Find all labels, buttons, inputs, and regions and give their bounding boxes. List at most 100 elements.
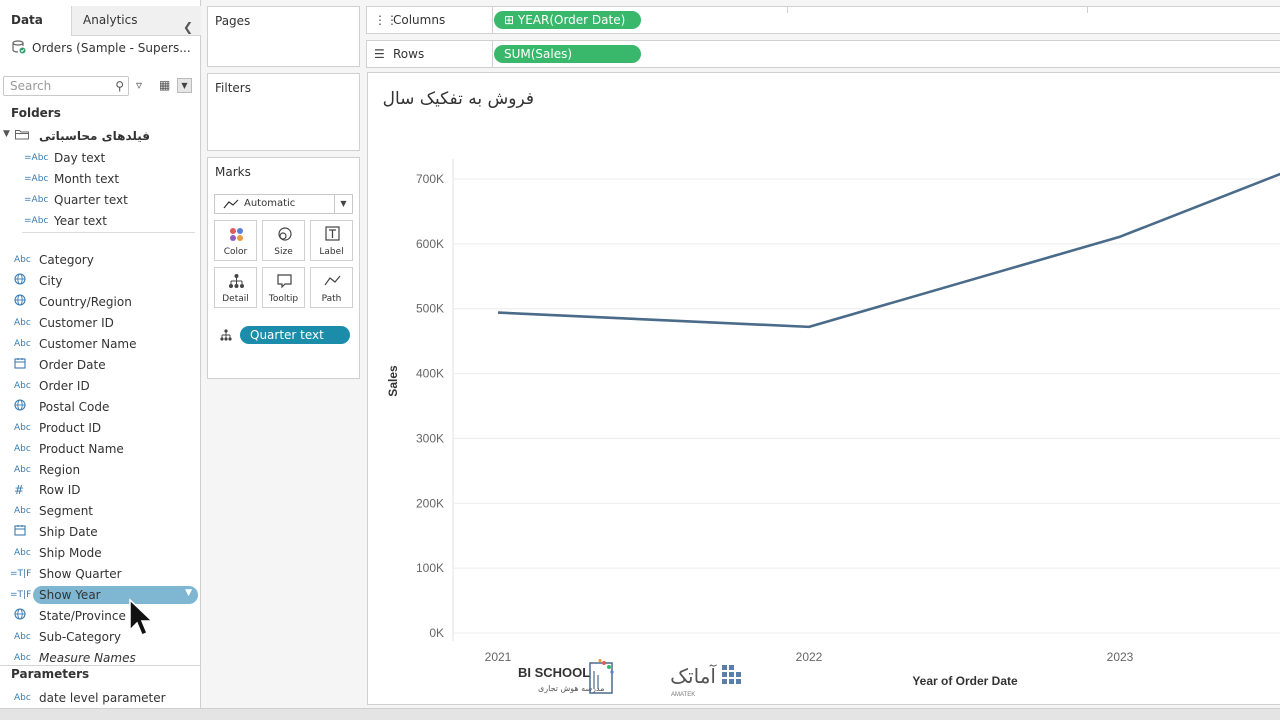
amatek-subtitle: AMATEK <box>671 692 695 698</box>
columns-shelf[interactable]: ⋮⋮ Columns ⊞ YEAR(Order Date) <box>366 6 1280 34</box>
field-order-id[interactable]: Abc Order ID <box>0 376 200 396</box>
size-icon <box>278 227 292 241</box>
columns-label: Columns <box>393 13 446 27</box>
field-label: Month text <box>54 172 120 186</box>
path-button[interactable]: Path <box>310 267 353 308</box>
field-label: Ship Date <box>39 525 98 540</box>
x-tick-label: 2021 <box>485 650 512 664</box>
field-label: City <box>39 273 63 288</box>
pane-tabs: Data Analytics ❮ <box>0 6 201 36</box>
field-label: Quarter text <box>54 193 128 207</box>
calc-string-type-icon: =Abc <box>24 195 49 205</box>
field-country-region[interactable]: Country/Region <box>0 292 200 312</box>
detail-button[interactable]: Detail <box>214 267 257 308</box>
datasource-item[interactable]: Orders (Sample - Supers... <box>12 40 191 55</box>
collapse-pane-icon[interactable]: ❮ <box>182 20 193 34</box>
field-label: Day text <box>54 151 106 165</box>
field-customer-name[interactable]: Abc Customer Name <box>0 334 200 354</box>
field-order-date[interactable]: Order Date <box>0 355 200 375</box>
calendar-icon <box>14 355 34 375</box>
list-view-icon[interactable]: ▦ <box>159 78 171 92</box>
parameters-heading: Parameters <box>11 667 90 681</box>
sheet-tabs-bar <box>0 708 1280 720</box>
field-category[interactable]: Abc Category <box>0 250 200 270</box>
field-label: Customer Name <box>39 336 137 351</box>
field-show-quarter[interactable]: =T|F Show Quarter <box>0 564 200 584</box>
y-tick-label: 200K <box>416 496 444 510</box>
size-button[interactable]: Size <box>262 220 305 261</box>
field-sub-category[interactable]: Abc Sub-Category <box>0 627 200 647</box>
field-label: Category <box>39 253 94 267</box>
datasource-name: Orders (Sample - Supers... <box>32 41 191 55</box>
x-tick-label: 2023 <box>1107 650 1134 664</box>
y-tick-label: 700K <box>416 172 444 186</box>
boolean-type-icon: =T|F <box>10 590 32 601</box>
field-month-text[interactable]: =Abc Month text <box>0 169 200 189</box>
folder-icon <box>15 130 29 140</box>
rows-shelf[interactable]: ☰ Rows SUM(Sales) <box>366 40 1280 68</box>
filters-card[interactable]: Filters <box>207 73 360 151</box>
chevron-down-icon[interactable]: ▼ <box>3 129 10 139</box>
year-order-date-pill[interactable]: ⊞ YEAR(Order Date) <box>494 11 641 29</box>
search-placeholder: Search <box>10 79 52 93</box>
quarter-text-pill[interactable]: Quarter text <box>240 326 350 344</box>
field-customer-id[interactable]: Abc Customer ID <box>0 313 200 333</box>
mark-type-select[interactable]: Automatic ▼ <box>214 194 353 214</box>
field-show-year[interactable]: =T|F Show Year <box>0 585 200 605</box>
field-quarter-text[interactable]: =Abc Quarter text <box>0 190 200 210</box>
view-dropdown-icon[interactable]: ▼ <box>177 78 192 93</box>
string-type-icon: Abc <box>14 632 31 643</box>
field-label: Show Quarter <box>39 567 122 582</box>
field-day-text[interactable]: =Abc Day text <box>0 148 200 168</box>
field-ship-mode[interactable]: Abc Ship Mode <box>0 543 200 563</box>
field-label: Country/Region <box>39 294 132 309</box>
field-product-id[interactable]: Abc Product ID <box>0 418 200 438</box>
amatek-logo-text: آماتک <box>670 663 717 688</box>
string-type-icon: Abc <box>14 380 31 391</box>
color-icon <box>230 228 243 241</box>
columns-shelf-label: ⋮⋮ Columns <box>367 7 493 33</box>
field-ship-date[interactable]: Ship Date <box>0 522 200 542</box>
sheet-title[interactable]: فروش به تفکیک سال <box>382 89 534 109</box>
field-measure-names[interactable]: Abc Measure Names <box>0 648 200 668</box>
color-button[interactable]: Color <box>214 220 257 261</box>
field-city[interactable]: City <box>0 271 200 291</box>
chevron-down-icon: ▼ <box>334 194 352 214</box>
label-button[interactable]: Label <box>310 220 353 261</box>
pages-card[interactable]: Pages <box>207 6 360 67</box>
field-label: Product ID <box>39 420 102 435</box>
mark-type-value: Automatic <box>244 198 296 209</box>
tab-analytics[interactable]: Analytics ❮ <box>72 6 201 36</box>
sales-series-line[interactable] <box>497 172 1280 329</box>
field-label: Postal Code <box>39 399 110 414</box>
detail-shelf-item: Quarter text <box>218 326 358 346</box>
tooltip-button[interactable]: Tooltip <box>262 267 305 308</box>
field-segment[interactable]: Abc Segment <box>0 501 200 521</box>
tab-data[interactable]: Data <box>0 6 72 36</box>
string-type-icon: Abc <box>14 255 31 265</box>
folder-calculated-fields[interactable]: ▼ فیلدهای محاسباتی <box>0 128 200 146</box>
bi-school-subtitle: مدرسه هوش تجاری <box>538 684 605 693</box>
label-label: Label <box>319 247 344 257</box>
field-label: Order ID <box>39 378 90 393</box>
rows-shelf-label: ☰ Rows <box>367 41 493 67</box>
sum-sales-pill[interactable]: SUM(Sales) <box>494 45 641 63</box>
tooltip-label: Tooltip <box>268 294 299 304</box>
field-row-id[interactable]: # Row ID <box>0 480 200 500</box>
field-product-name[interactable]: Abc Product Name <box>0 439 200 459</box>
filter-icon[interactable]: ▿ <box>136 78 143 92</box>
string-type-icon: Abc <box>14 506 31 517</box>
field-year-text[interactable]: =Abc Year text <box>0 211 200 231</box>
calc-string-type-icon: =Abc <box>24 153 49 163</box>
field-region[interactable]: Abc Region <box>0 460 200 480</box>
string-type-icon: Abc <box>14 653 31 664</box>
x-axis-title: Year of Order Date <box>912 674 1018 688</box>
data-pane: Data Analytics ❮ Orders (Sample - Supers… <box>0 0 201 720</box>
detail-icon <box>229 274 244 288</box>
param-date-level[interactable]: Abc date level parameter <box>0 688 200 708</box>
field-postal-code[interactable]: Postal Code <box>0 397 200 417</box>
field-menu-icon[interactable]: ▼ <box>185 588 192 598</box>
amatek-logo-mark <box>722 665 741 684</box>
field-state-province[interactable]: State/Province <box>0 606 200 626</box>
search-input[interactable]: Search ⚲ <box>3 76 129 96</box>
